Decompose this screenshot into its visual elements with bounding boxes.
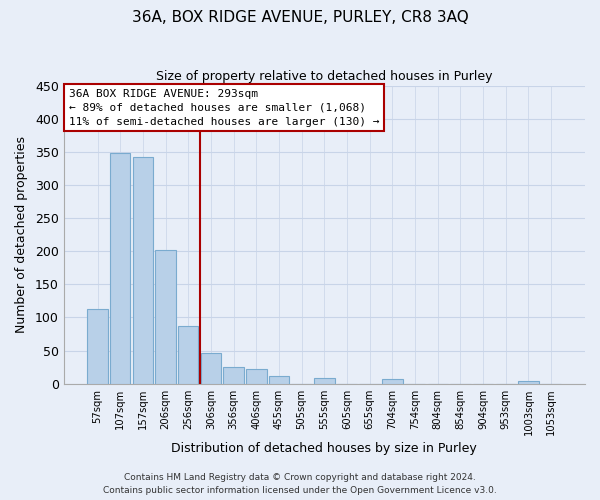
Bar [314,378,335,384]
X-axis label: Distribution of detached houses by size in Purley: Distribution of detached houses by size … [172,442,477,455]
Bar [88,310,108,384]
Bar [133,157,153,384]
Title: Size of property relative to detached houses in Purley: Size of property relative to detached ho… [156,70,493,83]
Bar [269,376,289,384]
Bar [155,250,176,384]
Bar [201,352,221,384]
Y-axis label: Number of detached properties: Number of detached properties [15,136,28,333]
Text: 36A, BOX RIDGE AVENUE, PURLEY, CR8 3AQ: 36A, BOX RIDGE AVENUE, PURLEY, CR8 3AQ [131,10,469,25]
Bar [246,369,266,384]
Bar [382,379,403,384]
Bar [110,153,130,384]
Text: 36A BOX RIDGE AVENUE: 293sqm
← 89% of detached houses are smaller (1,068)
11% of: 36A BOX RIDGE AVENUE: 293sqm ← 89% of de… [69,88,379,126]
Text: Contains HM Land Registry data © Crown copyright and database right 2024.
Contai: Contains HM Land Registry data © Crown c… [103,474,497,495]
Bar [518,381,539,384]
Bar [223,367,244,384]
Bar [178,326,199,384]
